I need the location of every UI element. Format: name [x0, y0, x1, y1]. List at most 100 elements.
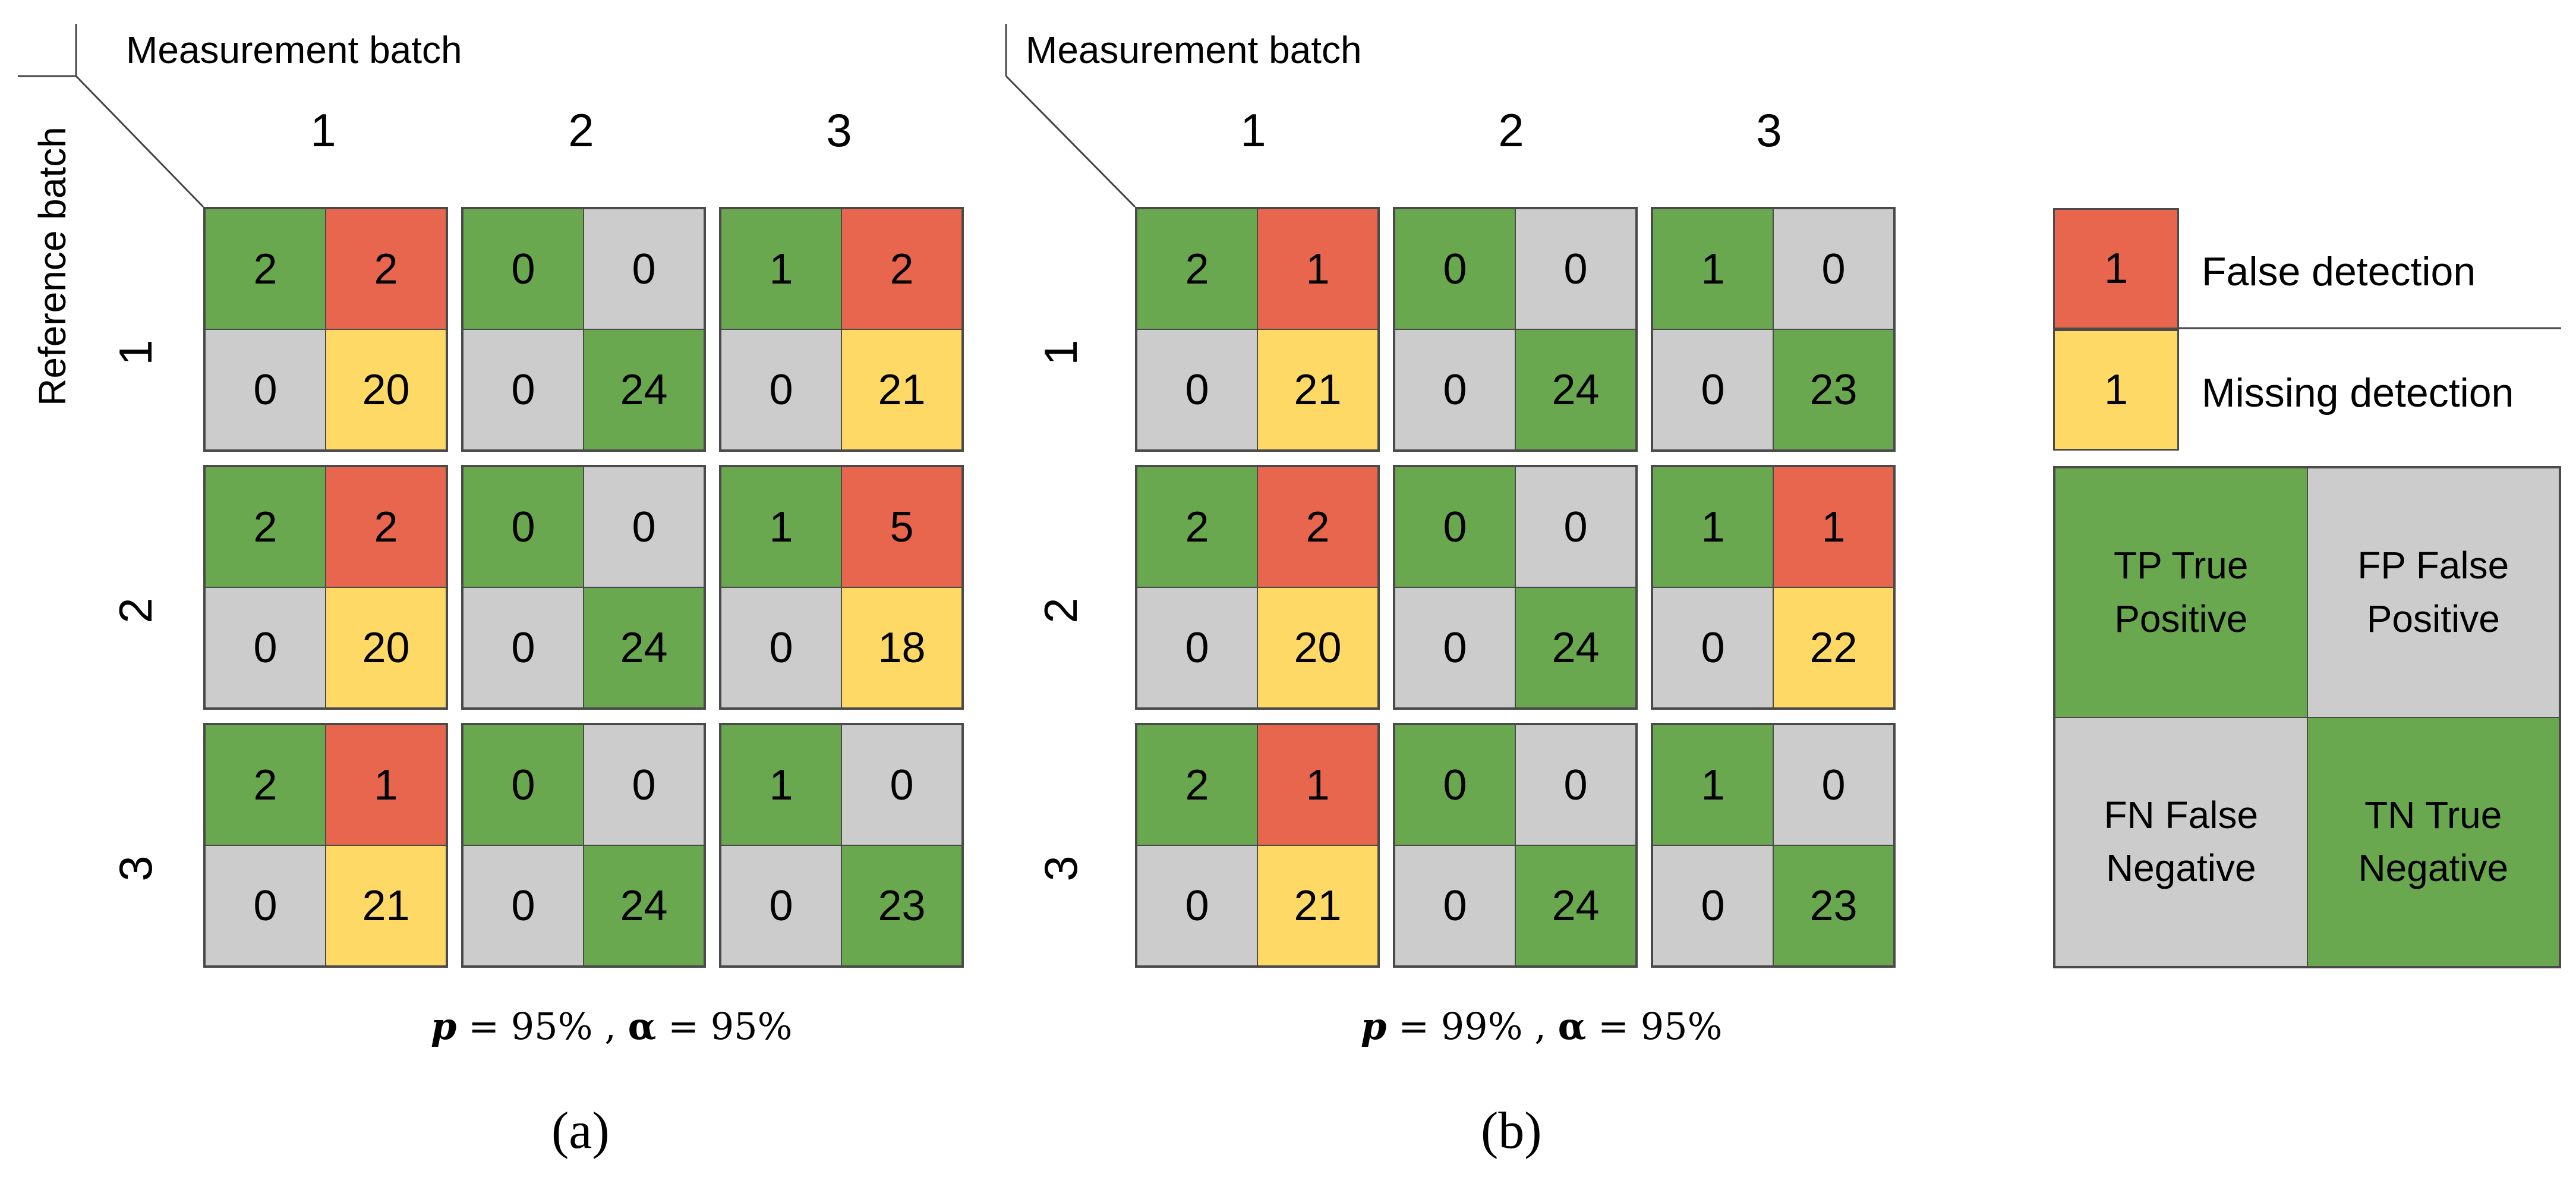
caption-b: p = 99% , α = 95%	[1361, 1005, 1723, 1048]
key-fn: FN False Negative	[2055, 717, 2307, 967]
matrix-cell: 1	[721, 725, 841, 845]
key-fp: FP False Positive	[2307, 468, 2559, 717]
key-tn: TN True Negative	[2307, 717, 2559, 967]
matrix-cell: 24	[1515, 329, 1636, 450]
caption-a-alpha: α	[628, 1005, 657, 1048]
matrix-cell: 20	[326, 587, 446, 708]
matrix-cell: 21	[1257, 845, 1378, 966]
matrix-cell: 0	[1395, 467, 1515, 587]
row-label-a-2: 2	[109, 597, 162, 624]
matrix-b-r1-c3: 1 0 0 23	[1651, 207, 1896, 452]
caption-a: p = 95% , α = 95%	[431, 1005, 793, 1048]
matrix-cell: 0	[1395, 209, 1515, 329]
matrix-cell: 1	[1653, 725, 1773, 845]
matrix-cell: 18	[841, 587, 962, 708]
row-label-a-1: 1	[109, 339, 162, 366]
legend-missing-detection-label: Missing detection	[2202, 370, 2514, 416]
matrix-cell: 21	[326, 845, 446, 966]
matrix-cell: 1	[1653, 467, 1773, 587]
col-label-b-2: 2	[1498, 104, 1524, 156]
matrix-cell: 1	[721, 467, 841, 587]
legend-false-detection-label: False detection	[2202, 249, 2476, 294]
matrix-b-r3-c2: 0 0 0 24	[1393, 723, 1638, 968]
matrix-cell: 0	[1395, 725, 1515, 845]
caption-b-p: p	[1361, 1005, 1387, 1048]
matrix-cell: 0	[584, 209, 704, 329]
row-label-a-3: 3	[109, 855, 162, 882]
matrix-cell: 0	[205, 329, 326, 450]
matrix-cell: 2	[841, 209, 962, 329]
matrix-cell: 0	[1395, 587, 1515, 708]
matrix-a-r1-c3: 1 2 0 21	[719, 207, 964, 452]
legend-false-detection-swatch: 1	[2053, 208, 2179, 329]
matrix-cell: 2	[326, 467, 446, 587]
matrix-cell: 2	[205, 725, 326, 845]
matrix-cell: 1	[721, 209, 841, 329]
key-fp-line2: Positive	[2366, 597, 2500, 640]
caption-b-alpha-text: = 95%	[1586, 1005, 1723, 1048]
matrix-cell: 2	[205, 467, 326, 587]
matrix-cell: 0	[721, 587, 841, 708]
matrix-b-r2-c3: 1 1 0 22	[1651, 465, 1896, 710]
matrix-cell: 2	[1137, 467, 1257, 587]
matrix-cell: 0	[1515, 725, 1636, 845]
matrix-cell: 0	[1653, 845, 1773, 966]
caption-b-p-text: = 99% ,	[1386, 1005, 1558, 1048]
matrix-cell: 1	[1773, 467, 1894, 587]
key-fn-line1: FN False	[2104, 793, 2259, 836]
key-tn-line1: TN True	[2364, 793, 2502, 836]
matrix-cell: 0	[205, 587, 326, 708]
matrix-cell: 23	[841, 845, 962, 966]
key-tp: TP True Positive	[2055, 468, 2307, 717]
matrix-b-r2-c1: 2 2 0 20	[1135, 465, 1380, 710]
matrix-cell: 23	[1773, 329, 1894, 450]
matrix-cell: 0	[1653, 587, 1773, 708]
matrix-cell: 0	[1395, 329, 1515, 450]
matrix-a-r1-c2: 0 0 0 24	[461, 207, 706, 452]
col-label-a-3: 3	[826, 104, 852, 156]
matrix-cell: 0	[1773, 725, 1894, 845]
matrix-cell: 1	[1653, 209, 1773, 329]
matrix-cell: 0	[841, 725, 962, 845]
matrix-a-r3-c1: 2 1 0 21	[203, 723, 448, 968]
matrix-cell: 21	[841, 329, 962, 450]
caption-a-alpha-text: = 95%	[656, 1005, 793, 1048]
matrix-cell: 0	[1773, 209, 1894, 329]
reference-batch-label: Reference batch	[31, 127, 74, 406]
matrix-cell: 0	[463, 845, 584, 966]
col-label-b-1: 1	[1240, 104, 1266, 156]
matrix-b-r2-c2: 0 0 0 24	[1393, 465, 1638, 710]
matrix-b-r3-c1: 2 1 0 21	[1135, 723, 1380, 968]
matrix-cell: 0	[463, 587, 584, 708]
matrix-cell: 0	[1137, 329, 1257, 450]
matrix-cell: 22	[1773, 587, 1894, 708]
matrix-a-r1-c1: 2 2 0 20	[203, 207, 448, 452]
matrix-a-r2-c2: 0 0 0 24	[461, 465, 706, 710]
legend-missing-detection-swatch: 1	[2053, 329, 2179, 451]
key-tp-line1: TP True	[2114, 544, 2249, 587]
col-label-a-2: 2	[568, 104, 594, 156]
matrix-cell: 0	[1515, 467, 1636, 587]
matrix-cell: 24	[1515, 845, 1636, 966]
matrix-cell: 0	[721, 845, 841, 966]
matrix-cell: 24	[584, 329, 704, 450]
key-tp-line2: Positive	[2114, 597, 2248, 640]
matrix-cell: 24	[584, 845, 704, 966]
caption-a-p: p	[431, 1005, 457, 1048]
matrix-cell: 20	[326, 329, 446, 450]
matrix-b-r1-c2: 0 0 0 24	[1393, 207, 1638, 452]
matrix-cell: 0	[1395, 845, 1515, 966]
matrix-cell: 1	[1257, 209, 1378, 329]
panel-label-a: (a)	[551, 1102, 610, 1160]
key-tn-line2: Negative	[2358, 846, 2509, 890]
matrix-cell: 0	[463, 467, 584, 587]
matrix-cell: 0	[1137, 587, 1257, 708]
row-label-b-3: 3	[1035, 855, 1087, 882]
key-fn-line2: Negative	[2105, 846, 2256, 890]
col-label-a-1: 1	[310, 104, 336, 156]
matrix-cell: 0	[584, 467, 704, 587]
confusion-key: TP True Positive FP False Positive FN Fa…	[2053, 466, 2561, 968]
matrix-cell: 0	[205, 845, 326, 966]
matrix-cell: 20	[1257, 587, 1378, 708]
matrix-cell: 0	[721, 329, 841, 450]
